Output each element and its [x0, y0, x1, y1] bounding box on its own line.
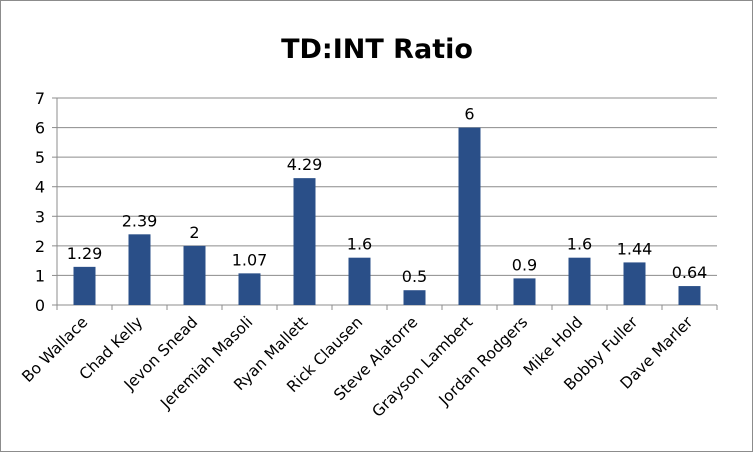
data-label: 6: [464, 105, 474, 124]
bar: [128, 234, 151, 305]
data-label: 0.9: [512, 255, 537, 274]
y-tick-label: 3: [35, 207, 45, 226]
axes: [52, 97, 718, 310]
bar: [238, 273, 261, 305]
bar: [623, 262, 646, 305]
y-tick-label: 7: [35, 89, 45, 108]
chart-title: TD:INT Ratio: [281, 34, 473, 65]
bar: [678, 286, 701, 305]
category-label: Grayson Lambert: [369, 313, 477, 421]
y-tick-label: 0: [35, 296, 45, 315]
data-label: 2.39: [122, 211, 158, 230]
bar: [183, 245, 206, 305]
bar: [293, 178, 316, 305]
data-label: 1.29: [67, 244, 103, 263]
y-tick-label: 1: [35, 266, 45, 285]
y-tick-label: 2: [35, 237, 45, 256]
bars: [73, 127, 701, 305]
bar: [348, 257, 371, 305]
bar: [73, 266, 96, 305]
gridlines: [57, 97, 717, 276]
data-label: 0.5: [402, 267, 427, 286]
bar: [403, 290, 426, 305]
bar: [513, 278, 536, 305]
y-tick-label: 5: [35, 148, 45, 167]
data-label: 1.6: [567, 235, 592, 254]
y-tick-label: 4: [35, 178, 45, 197]
data-labels: 1.29 2.39 2 1.07 4.29 1.6 0.5 6 0.9 1.6 1.44 0.64: [67, 105, 708, 287]
data-label: 1.44: [617, 239, 653, 258]
data-label: 1.6: [347, 235, 372, 254]
y-tick-label: 6: [35, 119, 45, 138]
data-label: 2: [189, 223, 199, 242]
bar: [568, 257, 591, 305]
data-label: 1.07: [232, 250, 268, 269]
category-label: Jeremiah Masoli: [156, 313, 256, 413]
y-axis-tick-labels: 0 1 2 3 4 5 6 7: [35, 89, 45, 315]
data-label: 4.29: [287, 155, 323, 174]
bar: [458, 127, 481, 305]
data-label: 0.64: [672, 263, 708, 282]
